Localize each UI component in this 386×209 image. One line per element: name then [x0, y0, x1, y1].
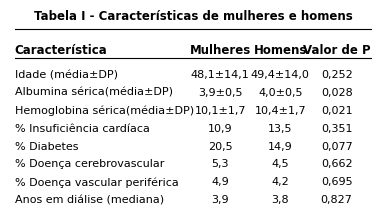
Text: Hemoglobina sérica(média±DP): Hemoglobina sérica(média±DP): [15, 106, 194, 116]
Text: Valor de P: Valor de P: [303, 45, 371, 57]
Text: 4,5: 4,5: [271, 159, 289, 169]
Text: 13,5: 13,5: [268, 124, 293, 134]
Text: % Doença vascular periférica: % Doença vascular periférica: [15, 177, 179, 188]
Text: Albumina sérica(média±DP): Albumina sérica(média±DP): [15, 88, 173, 98]
Text: Tabela I - Características de mulheres e homens: Tabela I - Características de mulheres e…: [34, 10, 352, 23]
Text: Mulheres: Mulheres: [190, 45, 251, 57]
Text: 4,0±0,5: 4,0±0,5: [258, 88, 303, 98]
Text: 3,8: 3,8: [271, 195, 289, 205]
Text: 5,3: 5,3: [212, 159, 229, 169]
Text: 48,1±14,1: 48,1±14,1: [191, 70, 250, 80]
Text: 4,2: 4,2: [271, 177, 289, 187]
Text: 0,827: 0,827: [321, 195, 352, 205]
Text: 3,9: 3,9: [212, 195, 229, 205]
Text: 0,695: 0,695: [321, 177, 352, 187]
Text: 0,351: 0,351: [321, 124, 352, 134]
Text: 0,662: 0,662: [321, 159, 352, 169]
Text: 49,4±14,0: 49,4±14,0: [251, 70, 310, 80]
Text: 14,9: 14,9: [268, 141, 293, 152]
Text: 4,9: 4,9: [212, 177, 229, 187]
Text: 3,9±0,5: 3,9±0,5: [198, 88, 242, 98]
Text: 0,021: 0,021: [321, 106, 352, 116]
Text: 0,077: 0,077: [321, 141, 352, 152]
Text: Homens: Homens: [254, 45, 307, 57]
Text: % Doença cerebrovascular: % Doença cerebrovascular: [15, 159, 164, 169]
Text: % Insuficiência cardíaca: % Insuficiência cardíaca: [15, 124, 150, 134]
Text: % Diabetes: % Diabetes: [15, 141, 78, 152]
Text: Anos em diálise (mediana): Anos em diálise (mediana): [15, 195, 164, 205]
Text: 20,5: 20,5: [208, 141, 233, 152]
Text: 10,9: 10,9: [208, 124, 233, 134]
Text: 0,028: 0,028: [321, 88, 352, 98]
Text: 10,4±1,7: 10,4±1,7: [254, 106, 306, 116]
Text: Idade (média±DP): Idade (média±DP): [15, 70, 118, 80]
Text: Característica: Característica: [15, 45, 108, 57]
Text: 10,1±1,7: 10,1±1,7: [195, 106, 246, 116]
Text: 0,252: 0,252: [321, 70, 352, 80]
